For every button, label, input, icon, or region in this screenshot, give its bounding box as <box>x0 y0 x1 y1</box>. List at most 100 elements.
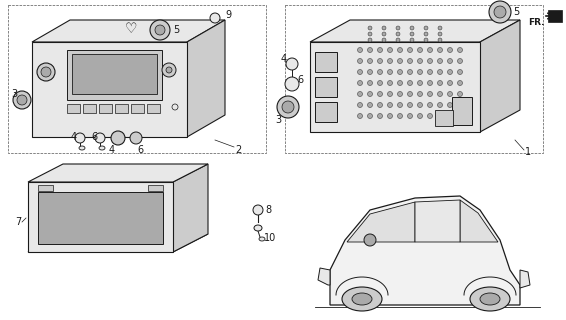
Ellipse shape <box>438 102 443 108</box>
Ellipse shape <box>17 95 27 105</box>
Ellipse shape <box>418 47 422 52</box>
Ellipse shape <box>254 225 262 231</box>
Ellipse shape <box>438 26 442 30</box>
Ellipse shape <box>286 58 298 70</box>
Ellipse shape <box>396 26 400 30</box>
Text: FR.: FR. <box>528 18 544 27</box>
Ellipse shape <box>95 133 105 143</box>
Ellipse shape <box>367 59 372 63</box>
Ellipse shape <box>410 32 414 36</box>
Ellipse shape <box>396 38 400 42</box>
Ellipse shape <box>448 81 452 85</box>
Bar <box>67 50 162 100</box>
Ellipse shape <box>494 6 506 18</box>
Ellipse shape <box>438 92 443 97</box>
Text: 7: 7 <box>15 217 21 227</box>
Ellipse shape <box>418 92 422 97</box>
Ellipse shape <box>397 114 402 118</box>
Polygon shape <box>347 202 415 242</box>
Bar <box>72 54 157 94</box>
Ellipse shape <box>448 47 452 52</box>
Polygon shape <box>460 200 498 242</box>
Ellipse shape <box>448 102 452 108</box>
Ellipse shape <box>259 237 265 241</box>
Text: ♡: ♡ <box>125 22 137 36</box>
Ellipse shape <box>397 59 402 63</box>
Text: 10: 10 <box>264 233 276 243</box>
Ellipse shape <box>418 102 422 108</box>
Ellipse shape <box>448 114 452 118</box>
Ellipse shape <box>408 114 413 118</box>
Ellipse shape <box>438 69 443 75</box>
Bar <box>315 52 337 72</box>
Ellipse shape <box>448 92 452 97</box>
Ellipse shape <box>418 59 422 63</box>
Ellipse shape <box>424 26 428 30</box>
Ellipse shape <box>253 205 263 215</box>
Polygon shape <box>415 200 460 242</box>
Ellipse shape <box>457 92 462 97</box>
Ellipse shape <box>378 81 383 85</box>
Ellipse shape <box>367 81 372 85</box>
Ellipse shape <box>408 92 413 97</box>
Ellipse shape <box>396 32 400 36</box>
Ellipse shape <box>150 20 170 40</box>
Bar <box>452 97 472 125</box>
Ellipse shape <box>367 102 372 108</box>
Ellipse shape <box>438 59 443 63</box>
Ellipse shape <box>75 133 85 143</box>
Polygon shape <box>187 20 225 137</box>
Bar <box>115 104 128 113</box>
Ellipse shape <box>397 47 402 52</box>
Polygon shape <box>173 164 208 252</box>
Ellipse shape <box>410 26 414 30</box>
Ellipse shape <box>79 146 85 150</box>
Ellipse shape <box>418 69 422 75</box>
Polygon shape <box>28 234 208 252</box>
Ellipse shape <box>457 81 462 85</box>
Ellipse shape <box>382 32 386 36</box>
Polygon shape <box>330 196 520 305</box>
Ellipse shape <box>166 67 172 73</box>
Bar <box>67 104 80 113</box>
Ellipse shape <box>388 47 392 52</box>
Ellipse shape <box>424 32 428 36</box>
Text: 5: 5 <box>513 7 519 17</box>
Ellipse shape <box>410 38 414 42</box>
Ellipse shape <box>13 91 31 109</box>
Ellipse shape <box>427 92 432 97</box>
Bar <box>147 104 160 113</box>
Ellipse shape <box>448 69 452 75</box>
Ellipse shape <box>388 81 392 85</box>
Text: 3: 3 <box>11 89 17 99</box>
Polygon shape <box>480 20 520 132</box>
Ellipse shape <box>378 59 383 63</box>
Ellipse shape <box>424 38 428 42</box>
Ellipse shape <box>438 38 442 42</box>
Ellipse shape <box>162 63 176 77</box>
Ellipse shape <box>457 114 462 118</box>
Ellipse shape <box>427 59 432 63</box>
Ellipse shape <box>282 101 294 113</box>
Text: 8: 8 <box>265 205 271 215</box>
Ellipse shape <box>378 114 383 118</box>
Bar <box>285 5 543 153</box>
Ellipse shape <box>352 293 372 305</box>
Ellipse shape <box>358 47 362 52</box>
Ellipse shape <box>438 114 443 118</box>
Ellipse shape <box>378 47 383 52</box>
Ellipse shape <box>382 38 386 42</box>
Ellipse shape <box>427 81 432 85</box>
Ellipse shape <box>448 59 452 63</box>
Ellipse shape <box>427 114 432 118</box>
Polygon shape <box>310 20 520 42</box>
Ellipse shape <box>408 59 413 63</box>
Ellipse shape <box>367 92 372 97</box>
Text: 2: 2 <box>235 145 241 155</box>
Ellipse shape <box>438 81 443 85</box>
Ellipse shape <box>99 146 105 150</box>
Polygon shape <box>520 270 530 288</box>
Ellipse shape <box>408 69 413 75</box>
Ellipse shape <box>480 293 500 305</box>
Ellipse shape <box>382 26 386 30</box>
